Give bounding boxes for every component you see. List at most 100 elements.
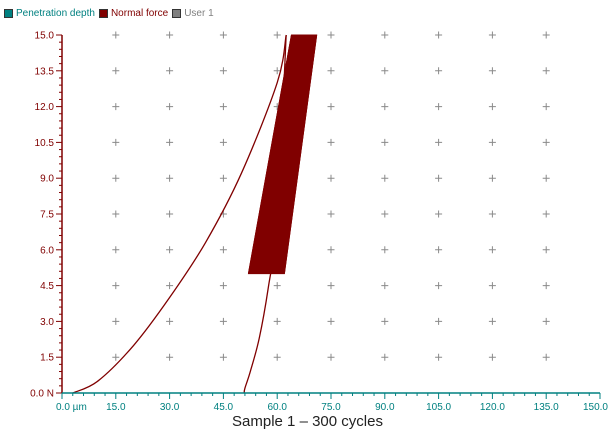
legend-swatch-normal-force xyxy=(98,8,108,18)
grid-plus-marker xyxy=(435,246,443,254)
grid-plus-marker xyxy=(219,317,227,325)
grid-plus-marker xyxy=(435,67,443,75)
grid-plus-marker xyxy=(219,103,227,111)
x-tick-label: 105.0 xyxy=(426,402,451,413)
legend: Penetration depth Normal force User 1 xyxy=(4,6,218,20)
grid-plus-marker xyxy=(488,174,496,182)
x-tick-label: 30.0 xyxy=(160,402,180,413)
grid-plus-marker xyxy=(381,138,389,146)
grid-plus-marker xyxy=(542,353,550,361)
x-tick-label: 75.0 xyxy=(321,402,341,413)
grid-plus-marker xyxy=(112,31,120,39)
grid-plus-marker xyxy=(273,282,281,290)
grid-plus-marker xyxy=(327,210,335,218)
grid-plus-marker xyxy=(327,282,335,290)
grid-plus-marker xyxy=(112,317,120,325)
grid-plus-marker xyxy=(166,317,174,325)
grid-plus-marker xyxy=(488,353,496,361)
x-tick-label: 0.0 µm xyxy=(56,402,87,413)
x-tick-label: 135.0 xyxy=(534,402,559,413)
y-tick-label: 12.0 xyxy=(35,102,55,113)
grid-plus-marker xyxy=(381,353,389,361)
grid-plus-marker xyxy=(166,31,174,39)
curves xyxy=(72,34,287,394)
y-tick-label: 7.5 xyxy=(40,210,54,221)
y-tick-label: 13.5 xyxy=(35,66,55,77)
grid-plus-marker xyxy=(488,103,496,111)
x-tick-label: 15.0 xyxy=(106,402,126,413)
grid-plus-marker xyxy=(112,174,120,182)
grid-plus-marker xyxy=(219,138,227,146)
legend-label-normal-force: Normal force xyxy=(110,7,169,19)
legend-swatch-user-1 xyxy=(172,8,182,18)
grid-plus-marker xyxy=(542,67,550,75)
grid-plus-marker xyxy=(488,282,496,290)
chart-caption: Sample 1 – 300 cycles xyxy=(232,413,383,430)
grid-plus-marker xyxy=(273,31,281,39)
y-tick-label: 10.5 xyxy=(35,138,55,149)
grid-plus-marker xyxy=(381,103,389,111)
legend-swatch-penetration-depth xyxy=(4,8,13,18)
grid-plus-marker xyxy=(273,67,281,75)
grid-plus-marker xyxy=(112,103,120,111)
grid-plus-marker xyxy=(381,282,389,290)
grid-plus-marker xyxy=(112,67,120,75)
grid-plus-marker xyxy=(219,246,227,254)
grid-plus-marker xyxy=(542,246,550,254)
grid-plus-marker xyxy=(542,31,550,39)
cycle-band-fill xyxy=(247,34,318,275)
x-tick-label: 60.0 xyxy=(267,402,287,413)
cycle-band xyxy=(247,34,318,275)
y-tick-label: 1.5 xyxy=(40,353,54,364)
grid-plus-marker xyxy=(112,353,120,361)
normal-force-loading-line xyxy=(72,34,287,394)
grid-plus-marker xyxy=(327,31,335,39)
grid-plus-marker xyxy=(542,317,550,325)
grid-plus-marker xyxy=(381,210,389,218)
grid-plus-marker xyxy=(542,282,550,290)
grid-plus-marker xyxy=(381,67,389,75)
grid-plus-marker xyxy=(273,353,281,361)
legend-item-normal-force[interactable]: Normal force xyxy=(98,7,169,19)
y-tick-label: 15.0 xyxy=(35,31,55,42)
grid-plus-marker xyxy=(435,31,443,39)
grid-plus-marker xyxy=(488,31,496,39)
grid-plus-marker xyxy=(166,103,174,111)
grid-plus-marker xyxy=(542,138,550,146)
grid-plus-marker xyxy=(219,67,227,75)
legend-item-user-1[interactable]: User 1 xyxy=(172,7,214,19)
grid-plus-marker xyxy=(435,138,443,146)
y-tick-label: 3.0 xyxy=(40,317,54,328)
grid-plus-marker xyxy=(166,138,174,146)
grid-plus-marker xyxy=(219,174,227,182)
grid-plus-marker xyxy=(112,246,120,254)
grid-plus-marker xyxy=(166,246,174,254)
axes xyxy=(56,34,601,399)
grid-plus-marker xyxy=(435,282,443,290)
x-tick-label: 45.0 xyxy=(214,402,234,413)
x-tick-label: 90.0 xyxy=(375,402,395,413)
y-tick-labels: 0.0 N 1.5 3.0 4.5 6.0 7.5 9.0 10.5 12.0 13.5 15.0 xyxy=(30,31,54,400)
grid-plus-marker xyxy=(542,103,550,111)
grid-plus-marker xyxy=(488,67,496,75)
grid-plus-marker xyxy=(112,210,120,218)
grid-plus-marker xyxy=(327,138,335,146)
grid-plus-marker xyxy=(542,174,550,182)
y-tick-label: 6.0 xyxy=(40,245,54,256)
legend-label-penetration-depth: Penetration depth xyxy=(16,7,95,19)
y-tick-label: 9.0 xyxy=(40,174,54,185)
grid-plus-marker xyxy=(488,317,496,325)
grid-plus-marker xyxy=(542,210,550,218)
grid-plus-marker xyxy=(488,246,496,254)
grid-plus-marker xyxy=(327,174,335,182)
grid-plus-marker xyxy=(166,210,174,218)
x-tick-label: 150.0 xyxy=(583,402,608,413)
grid-plus-marker xyxy=(381,246,389,254)
grid-plus-marker xyxy=(112,138,120,146)
legend-item-penetration-depth[interactable]: Penetration depth xyxy=(4,8,95,19)
grid-plus-marker xyxy=(166,353,174,361)
grid-plus-marker xyxy=(381,174,389,182)
grid-plus-marker xyxy=(435,174,443,182)
legend-label-user-1: User 1 xyxy=(184,7,214,19)
grid-plus-marker xyxy=(435,317,443,325)
